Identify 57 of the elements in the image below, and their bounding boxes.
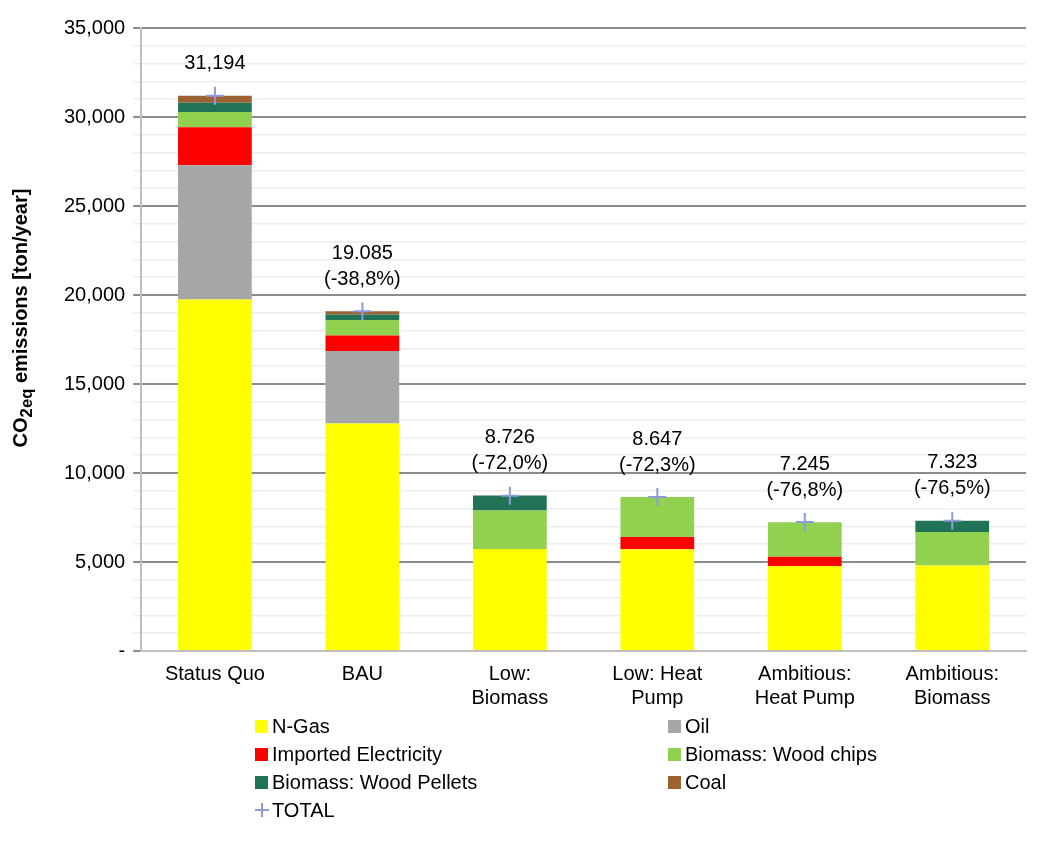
bar	[178, 299, 252, 650]
x-tick-label: Low: Biomass	[471, 661, 549, 708]
point	[499, 485, 520, 506]
point	[352, 301, 373, 322]
bar	[325, 319, 400, 336]
y-tick-label: 35,000	[64, 15, 126, 38]
legend-label: Oil	[685, 714, 710, 738]
bar	[325, 335, 400, 352]
x-tick-label: BAU	[341, 661, 383, 684]
legend-label: Imported Electricity	[272, 742, 443, 766]
point	[794, 512, 815, 533]
point	[942, 510, 963, 531]
bar	[178, 102, 252, 113]
data-label: 8.726 (-72,0%)	[471, 425, 549, 474]
x-tick-label: Ambitious: Biomass	[905, 661, 999, 708]
bar	[178, 112, 252, 128]
y-tick-label: 20,000	[64, 282, 126, 305]
bar	[472, 495, 547, 511]
bar	[178, 127, 252, 166]
bar	[325, 311, 400, 315]
x-tick-label: Low: Heat Pump	[612, 661, 703, 708]
legend-label: TOTAL	[272, 798, 335, 822]
bar	[915, 565, 990, 650]
legend-label: N-Gas	[272, 714, 330, 738]
data-label: 31,194	[184, 51, 246, 74]
data-label: 19.085 (-38,8%)	[324, 240, 401, 289]
y-tick-label: 10,000	[64, 460, 126, 483]
y-tick-label: 30,000	[64, 104, 126, 127]
legend-label: Biomass: Wood chips	[685, 742, 877, 766]
bar	[178, 165, 252, 300]
bar	[915, 532, 990, 566]
y-tick-label: 5,000	[75, 549, 126, 572]
bar	[178, 95, 252, 103]
bar	[325, 351, 400, 424]
y-tick-label: 15,000	[64, 371, 126, 394]
bar	[915, 520, 990, 533]
x-tick-label: Status Quo	[164, 661, 265, 684]
data-label: 7.245 (-76,8%)	[766, 451, 844, 500]
data-label: 8.647 (-72,3%)	[618, 426, 696, 475]
bar	[620, 497, 695, 537]
y-tick-label: 25,000	[64, 193, 126, 216]
bar	[325, 423, 400, 650]
data-label: 7.323 (-76,5%)	[913, 450, 991, 499]
bar	[620, 549, 695, 650]
x-tick-label: Ambitious: Heat Pump	[754, 661, 855, 708]
bar	[767, 566, 842, 650]
bar	[472, 549, 547, 650]
point	[647, 487, 668, 508]
point	[204, 85, 225, 106]
y-tick-label: -	[118, 638, 126, 661]
bar	[767, 522, 842, 557]
legend-label: Biomass: Wood Pellets	[272, 770, 478, 794]
bar	[325, 314, 400, 320]
bar	[620, 536, 695, 550]
legend-label: Coal	[685, 770, 727, 794]
bar	[472, 510, 547, 550]
bar	[767, 556, 842, 567]
